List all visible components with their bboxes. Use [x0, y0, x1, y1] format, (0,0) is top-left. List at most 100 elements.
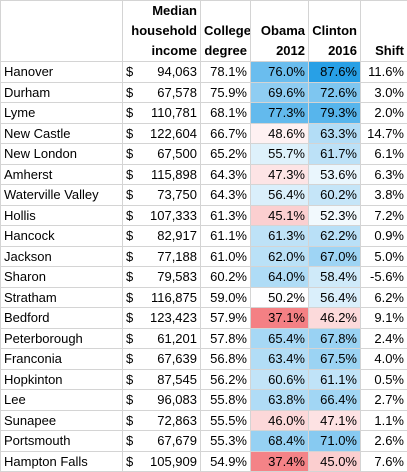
college-degree: 61.3%: [200, 204, 251, 226]
clinton-2016: 67.8%: [308, 327, 361, 349]
data-row: Amherst $115,898 64.3% 47.3% 53.6% 6.3%: [0, 163, 407, 185]
shift: 6.2%: [360, 286, 407, 308]
median-income: 77,188: [144, 245, 201, 267]
town-name: Hancock: [0, 225, 123, 247]
header-cell: Obama 2012: [250, 0, 309, 62]
median-income: 110,781: [144, 102, 201, 124]
clinton-2016: 45.0%: [308, 450, 361, 472]
obama-2012: 77.3%: [250, 102, 309, 124]
college-degree: 57.8%: [200, 327, 251, 349]
obama-2012: 61.3%: [250, 225, 309, 247]
college-degree: 61.1%: [200, 225, 251, 247]
data-row: Waterville Valley $73,750 64.3% 56.4% 60.2% 3…: [0, 184, 407, 206]
data-row: New London $67,500 65.2% 55.7% 61.7% 6.1%: [0, 143, 407, 165]
currency-symbol: $: [122, 245, 145, 267]
header-cell: [0, 0, 123, 62]
college-degree: 59.0%: [200, 286, 251, 308]
median-income: 67,578: [144, 81, 201, 103]
town-name: Sharon: [0, 266, 123, 288]
currency-symbol: $: [122, 102, 145, 124]
header-text: 2012: [276, 43, 305, 58]
obama-2012: 62.0%: [250, 245, 309, 267]
college-degree: 60.2%: [200, 266, 251, 288]
obama-2012: 50.2%: [250, 286, 309, 308]
data-row: Hopkinton $87,545 56.2% 60.6% 61.1% 0.5%: [0, 368, 407, 390]
currency-symbol: $: [122, 204, 145, 226]
college-degree: 68.1%: [200, 102, 251, 124]
clinton-2016: 61.1%: [308, 368, 361, 390]
obama-2012: 46.0%: [250, 409, 309, 431]
shift: 0.5%: [360, 368, 407, 390]
data-row: Hanover $94,063 78.1% 76.0% 87.6% 11.6%: [0, 61, 407, 83]
clinton-2016: 87.6%: [308, 61, 361, 83]
header-text: income: [151, 43, 197, 58]
median-income: 123,423: [144, 307, 201, 329]
town-name: Hampton Falls: [0, 450, 123, 472]
town-name: Portsmouth: [0, 430, 123, 452]
obama-2012: 37.1%: [250, 307, 309, 329]
currency-symbol: $: [122, 266, 145, 288]
town-name: Jackson: [0, 245, 123, 267]
header-cell: College degree: [200, 0, 251, 62]
clinton-2016: 71.0%: [308, 430, 361, 452]
college-degree: 56.2%: [200, 368, 251, 390]
shift: 5.0%: [360, 245, 407, 267]
town-name: Peterborough: [0, 327, 123, 349]
currency-symbol: $: [122, 122, 145, 144]
town-name: Hopkinton: [0, 368, 123, 390]
town-name: Hollis: [0, 204, 123, 226]
currency-symbol: $: [122, 81, 145, 103]
median-income: 115,898: [144, 163, 201, 185]
median-income: 87,545: [144, 368, 201, 390]
shift: 3.0%: [360, 81, 407, 103]
data-row: Stratham $116,875 59.0% 50.2% 56.4% 6.2%: [0, 286, 407, 308]
currency-symbol: $: [122, 348, 145, 370]
shift: 2.7%: [360, 389, 407, 411]
town-name: Durham: [0, 81, 123, 103]
clinton-2016: 46.2%: [308, 307, 361, 329]
obama-2012: 37.4%: [250, 450, 309, 472]
currency-symbol: $: [122, 409, 145, 431]
data-row: New Castle $122,604 66.7% 48.6% 63.3% 14.7%: [0, 122, 407, 144]
clinton-2016: 67.5%: [308, 348, 361, 370]
obama-2012: 76.0%: [250, 61, 309, 83]
currency-symbol: $: [122, 286, 145, 308]
obama-2012: 48.6%: [250, 122, 309, 144]
college-degree: 55.8%: [200, 389, 251, 411]
currency-symbol: $: [122, 327, 145, 349]
median-income: 73,750: [144, 184, 201, 206]
header-row: Median household income College degree Obama 2…: [0, 0, 407, 62]
header-text: degree: [204, 43, 247, 58]
obama-2012: 63.4%: [250, 348, 309, 370]
data-row: Hollis $107,333 61.3% 45.1% 52.3% 7.2%: [0, 204, 407, 226]
clinton-2016: 66.4%: [308, 389, 361, 411]
data-row: Lee $96,083 55.8% 63.8% 66.4% 2.7%: [0, 389, 407, 411]
clinton-2016: 56.4%: [308, 286, 361, 308]
header-text: household: [131, 23, 197, 38]
town-name: Lyme: [0, 102, 123, 124]
median-income: 61,201: [144, 327, 201, 349]
currency-symbol: $: [122, 143, 145, 165]
median-income: 72,863: [144, 409, 201, 431]
shift: 2.0%: [360, 102, 407, 124]
median-income: 96,083: [144, 389, 201, 411]
shift: 3.8%: [360, 184, 407, 206]
median-income: 67,500: [144, 143, 201, 165]
currency-symbol: $: [122, 225, 145, 247]
town-name: Waterville Valley: [0, 184, 123, 206]
college-degree: 64.3%: [200, 184, 251, 206]
college-degree: 78.1%: [200, 61, 251, 83]
data-row: Durham $67,578 75.9% 69.6% 72.6% 3.0%: [0, 81, 407, 103]
data-row: Hancock $82,917 61.1% 61.3% 62.2% 0.9%: [0, 225, 407, 247]
header-text: Shift: [375, 43, 404, 58]
college-degree: 61.0%: [200, 245, 251, 267]
currency-symbol: $: [122, 307, 145, 329]
clinton-2016: 61.7%: [308, 143, 361, 165]
obama-2012: 60.6%: [250, 368, 309, 390]
median-income: 94,063: [144, 61, 201, 83]
shift: 14.7%: [360, 122, 407, 144]
header-cell: Clinton 2016: [308, 0, 361, 62]
clinton-2016: 52.3%: [308, 204, 361, 226]
shift: -5.6%: [360, 266, 407, 288]
